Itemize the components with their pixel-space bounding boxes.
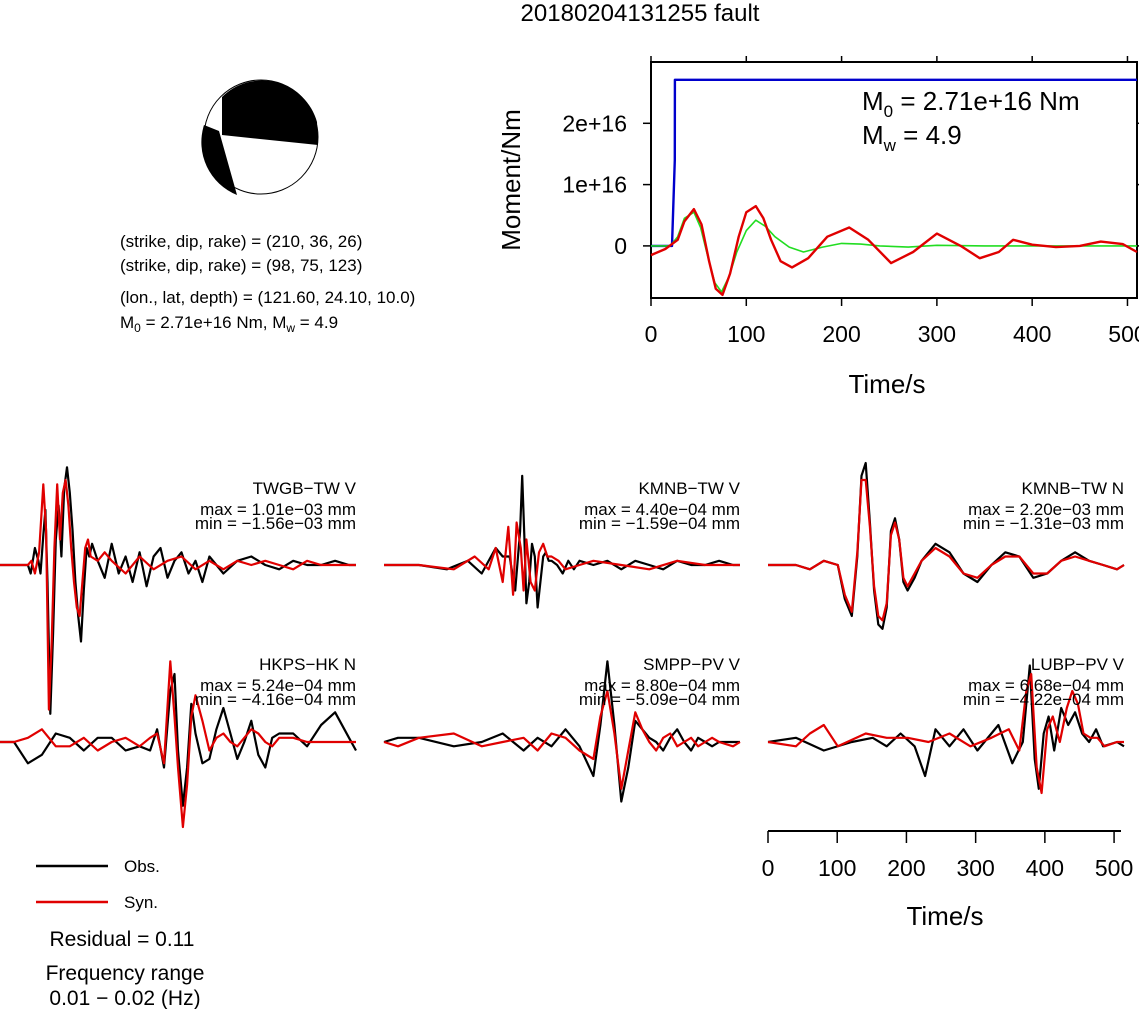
moment-x-tick-label: 400 <box>1013 321 1051 347</box>
station-label: KMNB−TW V <box>638 479 740 498</box>
station-label: SMPP−PV V <box>643 655 741 674</box>
station-max: max = 1.01e−03 mm <box>200 500 356 519</box>
moment-x-tick-label: 0 <box>645 321 658 347</box>
strike-dip-rake-2: (strike, dip, rake) = (98, 75, 123) <box>120 256 362 275</box>
moment-y-tick-label: 0 <box>614 233 627 259</box>
legend-obs-label: Obs. <box>124 857 160 876</box>
synthetic-waveform <box>0 660 356 829</box>
moment-chart: 0 100 200 300 400 500 0 1e+16 2e+16 Moment/Nm Ti… <box>496 56 1139 399</box>
synthetic-waveform <box>384 521 740 596</box>
waveform-x-tick-label: 100 <box>818 855 856 881</box>
station-max: max = 2.20e−03 mm <box>968 500 1124 519</box>
residual-text: Residual = 0.11 <box>50 928 195 951</box>
moment-annotation-mw: Mw = 4.9 <box>862 120 962 155</box>
station-label: HKPS−HK N <box>259 655 356 674</box>
moment-x-tick-label: 500 <box>1108 321 1139 347</box>
station-min: min = −1.56e−03 mm <box>195 514 356 533</box>
station-min: min = −4.16e−04 mm <box>195 690 356 709</box>
moment-y-tick-label: 1e+16 <box>562 172 627 198</box>
waveform-x-tick-label: 0 <box>762 855 775 881</box>
synthetic-waveform <box>383 689 741 790</box>
station-label: KMNB−TW N <box>1022 479 1124 498</box>
moment-magnitude-line: M0 = 2.71e+16 Nm, Mw = 4.9 <box>120 313 338 335</box>
waveform-x-tick-label: 200 <box>887 855 925 881</box>
moment-y-axis-label: Moment/Nm <box>496 109 526 251</box>
waveform-time-axis: 0 100 200 300 400 500 Time/s <box>762 830 1133 931</box>
station-max: max = 8.80e−04 mm <box>584 676 740 695</box>
frequency-range-value: 0.01 − 0.02 (Hz) <box>49 987 200 1009</box>
frequency-range-label: Frequency range <box>46 962 205 985</box>
waveform-x-axis-label: Time/s <box>906 901 983 931</box>
legend-syn-label: Syn. <box>124 893 158 912</box>
beachball-icon <box>201 79 319 195</box>
beachball-compression-quadrant-1 <box>222 80 318 145</box>
waveform-x-tick-label: 300 <box>956 855 994 881</box>
location-depth: (lon., lat, depth) = (121.60, 24.10, 10.… <box>120 288 415 307</box>
station-max: max = 6.68e−04 mm <box>968 676 1124 695</box>
observed-waveform <box>383 660 740 803</box>
moment-y-tick-label: 2e+16 <box>562 110 627 136</box>
moment-x-tick-label: 200 <box>822 321 860 347</box>
moment-x-axis-label: Time/s <box>848 369 925 399</box>
station-min: min = −4.22e−04 mm <box>963 690 1124 709</box>
legend: Obs. Syn. <box>36 857 160 912</box>
moment-series-green <box>651 211 1137 293</box>
moment-plot-frame <box>650 61 1138 299</box>
moment-series-red <box>650 204 1138 297</box>
strike-dip-rake-1: (strike, dip, rake) = (210, 36, 26) <box>120 232 362 251</box>
station-max: max = 4.40e−04 mm <box>584 500 740 519</box>
moment-x-tick-label: 300 <box>918 321 956 347</box>
synthetic-waveform <box>767 672 1124 795</box>
station-label: LUBP−PV V <box>1031 655 1125 674</box>
station-label: TWGB−TW V <box>253 479 357 498</box>
station-min: min = −5.09e−04 mm <box>579 690 740 709</box>
moment-x-tick-label: 100 <box>727 321 765 347</box>
moment-annotation-m0: M0 = 2.71e+16 Nm <box>862 86 1080 121</box>
synthetic-waveform <box>0 478 356 711</box>
waveform-x-tick-label: 500 <box>1095 855 1133 881</box>
figure-title: 20180204131255 fault <box>521 0 760 27</box>
station-min: min = −1.31e−03 mm <box>963 514 1124 533</box>
waveform-x-tick-label: 400 <box>1026 855 1064 881</box>
beachball-compression-quadrant-2 <box>201 125 237 195</box>
station-min: min = −1.59e−04 mm <box>579 514 740 533</box>
observed-waveform <box>0 672 357 807</box>
station-max: max = 5.24e−04 mm <box>200 676 356 695</box>
synthetic-waveform <box>768 478 1125 622</box>
observed-waveform <box>767 664 1125 790</box>
